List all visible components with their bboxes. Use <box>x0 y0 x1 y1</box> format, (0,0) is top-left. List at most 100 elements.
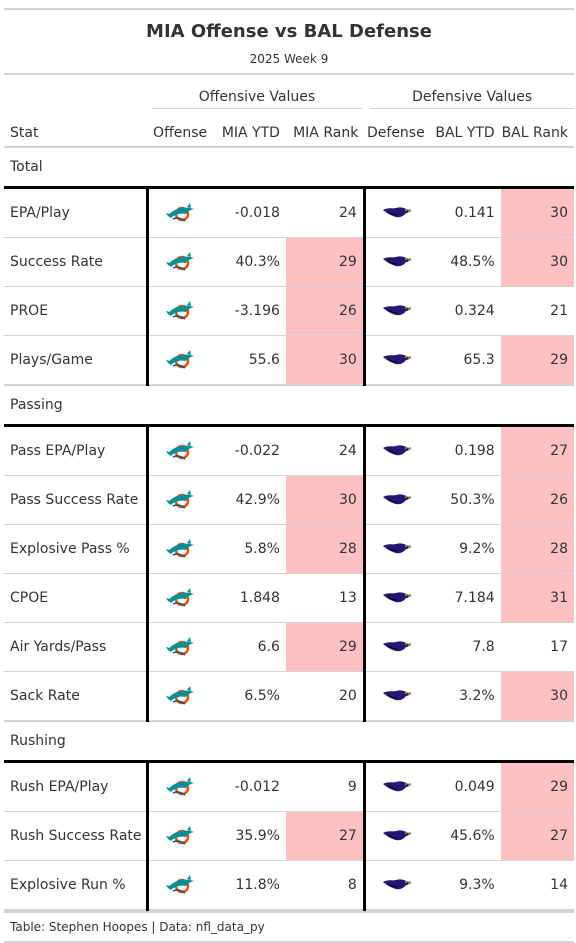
table-row: Pass EPA/Play -0.022 24 0.198 27 <box>4 424 574 476</box>
bal-ytd-value: 9.3% <box>427 860 501 911</box>
column-header-defense: Defense <box>364 109 428 148</box>
table-row: CPOE 1.848 13 7.184 31 <box>4 573 574 623</box>
defense-logo-cell <box>362 286 428 336</box>
dolphins-logo-icon <box>165 777 194 796</box>
mia-ytd-value: 11.8% <box>212 860 286 911</box>
dolphins-logo-icon <box>165 203 194 222</box>
mia-ytd-value: 1.848 <box>212 573 286 623</box>
defense-logo-cell <box>362 524 428 574</box>
ravens-logo-icon <box>382 543 412 554</box>
defense-logo-cell <box>362 335 428 386</box>
dolphins-logo-icon <box>165 441 194 460</box>
mia-rank-value: 8 <box>285 860 365 911</box>
stat-name: Success Rate <box>4 237 148 287</box>
ravens-logo-icon <box>382 354 412 365</box>
mia-ytd-value: 6.5% <box>212 671 286 722</box>
group-row-rushing: Rushing <box>4 721 574 763</box>
mia-rank-value: 30 <box>285 335 365 386</box>
offense-logo-cell <box>146 524 213 574</box>
bal-rank-value: 26 <box>500 475 574 525</box>
table-subtitle: 2025 Week 9 <box>249 52 329 66</box>
offense-logo-cell <box>146 811 213 861</box>
bal-rank-value: 27 <box>500 424 574 476</box>
table-title: MIA Offense vs BAL Defense <box>146 21 432 42</box>
mia-rank-value: 29 <box>285 237 365 287</box>
dolphins-logo-icon <box>165 686 194 705</box>
column-header-mia-rank: MIA Rank <box>285 109 365 148</box>
bal-rank-value: 30 <box>500 671 574 722</box>
defense-logo-cell <box>362 573 428 623</box>
stat-name: Explosive Run % <box>4 860 148 911</box>
table-row: Sack Rate 6.5% 20 3.2% 30 <box>4 671 574 722</box>
mia-ytd-value: 42.9% <box>212 475 286 525</box>
offense-logo-cell <box>146 671 213 722</box>
bal-ytd-value: 7.184 <box>427 573 501 623</box>
mia-rank-value: 24 <box>285 187 365 238</box>
bal-ytd-value: 3.2% <box>427 671 501 722</box>
column-header-bal-rank: BAL Rank <box>500 109 574 148</box>
bal-rank-value: 29 <box>500 760 574 812</box>
bal-ytd-value: 48.5% <box>427 237 501 287</box>
bal-ytd-value: 0.324 <box>427 286 501 336</box>
stat-name: Air Yards/Pass <box>4 622 148 672</box>
ravens-logo-icon <box>382 641 412 652</box>
table-row: Pass Success Rate 42.9% 30 50.3% 26 <box>4 475 574 525</box>
dolphins-logo-icon <box>165 539 194 558</box>
offense-logo-cell <box>146 335 213 386</box>
bal-rank-value: 14 <box>500 860 574 911</box>
bal-rank-value: 17 <box>500 622 574 672</box>
table-row: Explosive Pass % 5.8% 28 9.2% 28 <box>4 524 574 574</box>
ravens-logo-icon <box>382 445 412 456</box>
mia-ytd-value: -0.012 <box>212 760 286 812</box>
column-header-row: Stat Offense MIA YTD MIA Rank Defense BA… <box>4 109 574 148</box>
bal-ytd-value: 65.3 <box>427 335 501 386</box>
table-row: PROE -3.196 26 0.324 21 <box>4 286 574 336</box>
bal-ytd-value: 0.141 <box>427 187 501 238</box>
ravens-logo-icon <box>382 305 412 316</box>
ravens-logo-icon <box>382 879 412 890</box>
mia-rank-value: 13 <box>285 573 365 623</box>
mia-rank-value: 24 <box>285 424 365 476</box>
mia-ytd-value: -0.018 <box>212 187 286 238</box>
stat-name: Plays/Game <box>4 335 148 386</box>
mia-ytd-value: 55.6 <box>212 335 286 386</box>
group-label: Passing <box>4 385 574 427</box>
column-header-stat: Stat <box>4 109 148 148</box>
group-row-passing: Passing <box>4 385 574 427</box>
column-header-offense: Offense <box>147 109 213 148</box>
defense-logo-cell <box>362 811 428 861</box>
stat-name: CPOE <box>4 573 148 623</box>
offense-logo-cell <box>146 622 213 672</box>
spanner-row: Offensive Values Defensive Values <box>4 75 574 109</box>
mia-rank-value: 9 <box>285 760 365 812</box>
defense-logo-cell <box>362 671 428 722</box>
stat-name: Pass Success Rate <box>4 475 148 525</box>
stat-name: PROE <box>4 286 148 336</box>
stat-name: Sack Rate <box>4 671 148 722</box>
dolphins-logo-icon <box>165 490 194 509</box>
group-label: Rushing <box>4 721 574 763</box>
defense-logo-cell <box>362 622 428 672</box>
dolphins-logo-icon <box>165 637 194 656</box>
defense-logo-cell <box>362 760 428 812</box>
column-header-mia-ytd: MIA YTD <box>212 109 286 148</box>
bal-ytd-value: 50.3% <box>427 475 501 525</box>
table-row: Rush EPA/Play -0.012 9 0.049 29 <box>4 760 574 812</box>
stat-name: Rush Success Rate <box>4 811 148 861</box>
column-header-bal-ytd: BAL YTD <box>427 109 501 148</box>
offense-logo-cell <box>146 424 213 476</box>
stats-table-card: MIA Offense vs BAL Defense 2025 Week 9 O… <box>4 8 574 943</box>
bal-ytd-value: 9.2% <box>427 524 501 574</box>
defense-logo-cell <box>362 860 428 911</box>
mia-ytd-value: 35.9% <box>212 811 286 861</box>
mia-ytd-value: 40.3% <box>212 237 286 287</box>
ravens-logo-icon <box>382 256 412 267</box>
bal-ytd-value: 0.049 <box>427 760 501 812</box>
stats-table: Offensive Values Defensive Values Stat O… <box>4 75 574 911</box>
table-row: Success Rate 40.3% 29 48.5% 30 <box>4 237 574 287</box>
offense-logo-cell <box>146 573 213 623</box>
mia-rank-value: 27 <box>285 811 365 861</box>
bal-rank-value: 27 <box>500 811 574 861</box>
dolphins-logo-icon <box>165 252 194 271</box>
offense-logo-cell <box>146 187 213 238</box>
